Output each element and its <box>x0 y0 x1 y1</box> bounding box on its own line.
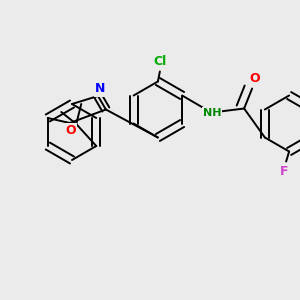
Text: N: N <box>95 82 105 95</box>
Text: O: O <box>65 124 76 137</box>
Text: F: F <box>280 165 288 178</box>
Text: NH: NH <box>203 109 221 118</box>
Text: O: O <box>250 72 260 85</box>
Text: Cl: Cl <box>153 55 167 68</box>
